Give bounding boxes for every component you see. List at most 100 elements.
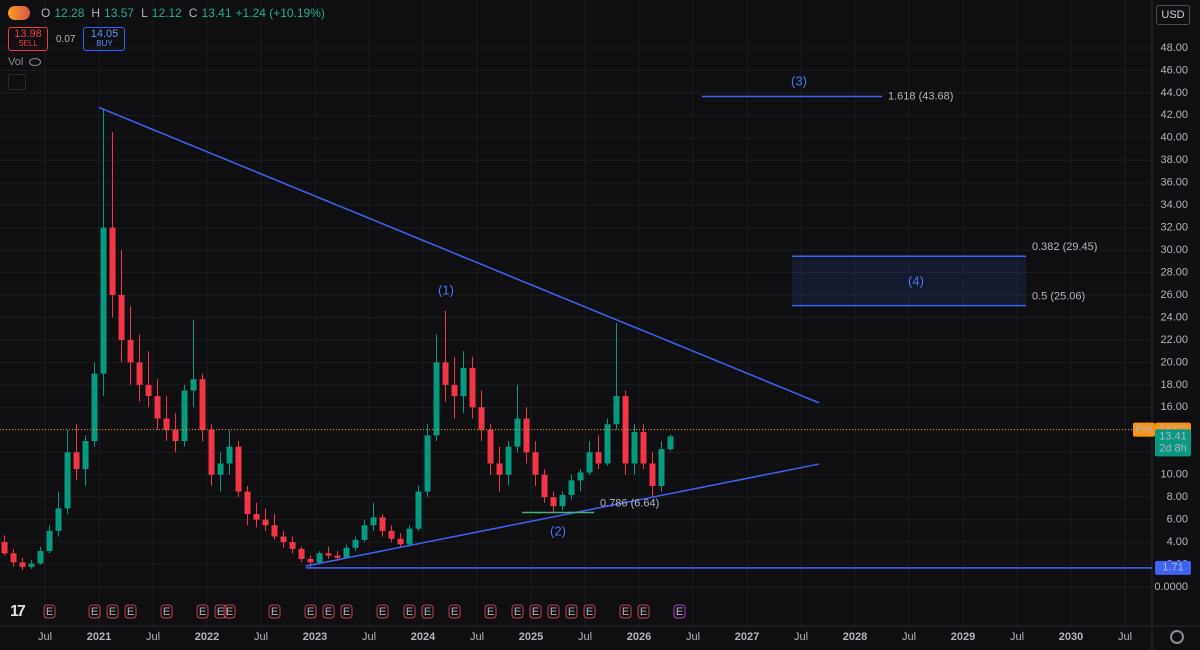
ohlc-value: 13.41 <box>201 6 232 20</box>
candle-body <box>496 463 503 475</box>
ohlc-key: L <box>141 6 148 20</box>
spread: 0.07 <box>56 33 76 45</box>
support-price: 1.71 <box>1162 562 1183 574</box>
y-tick-label: 34.00 <box>1160 199 1188 211</box>
earnings-label: E <box>226 606 233 618</box>
earnings-marker <box>88 604 101 619</box>
y-tick-label: 16.00 <box>1160 401 1188 413</box>
candle-body <box>478 407 485 430</box>
candle-body <box>55 508 62 531</box>
x-tick-label: 2026 <box>627 631 651 643</box>
candle-body <box>199 379 206 430</box>
earnings-marker <box>529 604 542 619</box>
candle-body <box>442 362 449 385</box>
x-tick-label: Jul <box>254 631 268 643</box>
candle-body <box>226 446 233 464</box>
earnings-marker <box>547 604 560 619</box>
x-tick-label: Jul <box>146 631 160 643</box>
fib-zone <box>792 256 1027 306</box>
fib-label: 1.618 (43.68) <box>888 90 953 102</box>
x-tick-label: 2027 <box>735 631 759 643</box>
buy-price: 14.05 <box>90 28 119 40</box>
candle-body <box>649 463 656 486</box>
y-tick-label: 8.00 <box>1167 491 1188 503</box>
candle-body <box>370 517 377 526</box>
volume-toggle[interactable]: Vol <box>8 56 42 68</box>
candle-body <box>28 563 35 567</box>
earnings-marker <box>124 604 137 619</box>
x-tick-label: Jul <box>1010 631 1024 643</box>
y-tick-label: 44.00 <box>1160 87 1188 99</box>
candle-body <box>217 463 224 475</box>
candle-body <box>469 368 476 408</box>
earnings-marker <box>673 604 686 619</box>
candle-body <box>253 514 260 520</box>
settings-button[interactable] <box>1170 630 1184 644</box>
tradingview-logo[interactable]: 17 <box>10 603 26 620</box>
ohlc-value: 12.12 <box>151 6 182 20</box>
y-tick-label: 22.00 <box>1160 334 1188 346</box>
currency-button[interactable]: USD <box>1156 5 1190 25</box>
candle-body <box>541 474 548 498</box>
wave-label: (1) <box>438 282 454 298</box>
x-tick-label: Jul <box>578 631 592 643</box>
candle-body <box>397 538 404 545</box>
x-tick-label: Jul <box>38 631 52 643</box>
earnings-marker <box>448 604 461 619</box>
earnings-label: E <box>307 606 314 618</box>
earnings-marker <box>376 604 389 619</box>
y-tick-label: 26.00 <box>1160 289 1188 301</box>
x-tick-label: 2025 <box>519 631 543 643</box>
candle-body <box>658 449 665 486</box>
y-tick-label: 24.00 <box>1160 311 1188 323</box>
premarket-tag-label: Pre <box>1135 424 1152 436</box>
candle-body <box>190 379 197 391</box>
candle-body <box>514 418 521 447</box>
last-price-badge <box>1155 429 1191 457</box>
collapse-button[interactable] <box>8 74 26 90</box>
y-tick-label: 38.00 <box>1160 154 1188 166</box>
x-tick-label: Jul <box>902 631 916 643</box>
candle-body <box>559 494 566 507</box>
y-tick-label: 36.00 <box>1160 177 1188 189</box>
fib-label: 0.382 (29.45) <box>1032 241 1097 253</box>
ohlc-key: C <box>188 6 198 20</box>
earnings-marker <box>196 604 209 619</box>
earnings-label: E <box>127 606 134 618</box>
x-tick-label: 2021 <box>87 631 111 643</box>
buy-button[interactable]: 14.05 BUY <box>83 27 126 51</box>
earnings-marker <box>421 604 434 619</box>
earnings-marker <box>214 604 227 619</box>
candle-body <box>622 396 629 464</box>
buy-label: BUY <box>96 39 113 48</box>
candle-body <box>316 553 323 563</box>
candle-body <box>163 418 170 430</box>
earnings-label: E <box>217 606 224 618</box>
candle-body <box>613 396 620 425</box>
earnings-label: E <box>199 606 206 618</box>
sell-button[interactable]: 13.98 SELL <box>8 27 48 51</box>
earnings-label: E <box>586 606 593 618</box>
candle-body <box>550 497 557 507</box>
candle-body <box>568 480 575 495</box>
candle-body <box>37 551 44 564</box>
x-tick-label: Jul <box>362 631 376 643</box>
x-tick-label: Jul <box>794 631 808 643</box>
fib-label: 0.786 (6.64) <box>600 497 659 509</box>
earnings-label: E <box>640 606 647 618</box>
candle-body <box>172 429 179 442</box>
candle-body <box>388 530 395 539</box>
candle-body <box>127 339 134 363</box>
earnings-marker <box>484 604 497 619</box>
y-tick-label: 20.00 <box>1160 356 1188 368</box>
candle-body <box>451 384 458 397</box>
candle-body <box>46 530 53 552</box>
x-tick-label: Jul <box>470 631 484 643</box>
x-tick-label: Jul <box>1118 631 1132 643</box>
candle-body <box>361 525 368 540</box>
bar-countdown: 2d 8h <box>1159 442 1187 454</box>
candle-body <box>181 390 188 442</box>
candle-body <box>109 227 116 296</box>
candle-body <box>82 441 89 470</box>
